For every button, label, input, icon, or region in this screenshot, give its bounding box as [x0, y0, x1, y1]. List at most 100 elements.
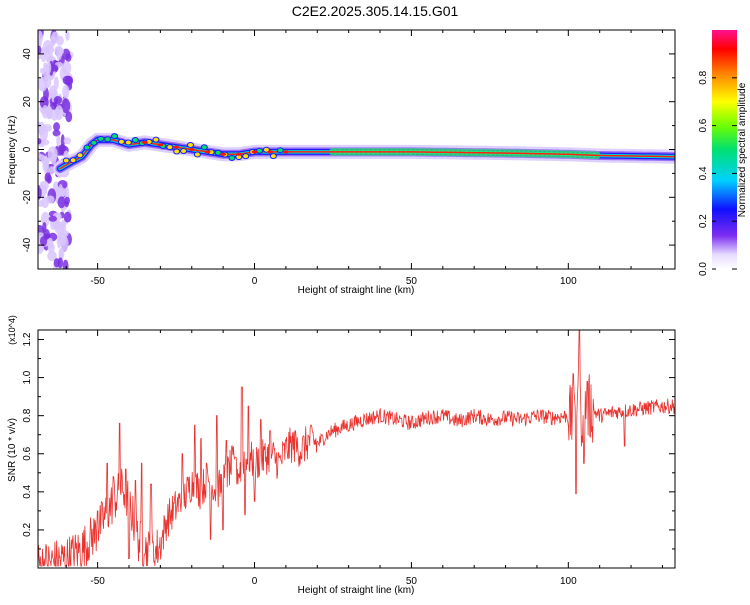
y-tick-label: -20: [22, 190, 33, 205]
spectrogram-panel: -50 0 50 100 -40 -20 0 20 40 Height of straight…: [7, 29, 676, 296]
noise-blob: [44, 155, 49, 171]
noise-blob: [47, 250, 57, 262]
noise-blob: [44, 46, 51, 63]
snr-y-multiplier: (x10^4): [7, 315, 17, 345]
noise-blob: [42, 221, 47, 233]
snr-panel: -50 0 50 100 0.2 0.4 0.6 0.8 1.0 1.2 Height of s…: [7, 315, 676, 596]
ridge-peak: [141, 140, 148, 144]
noise-blob: [48, 215, 58, 222]
x-tick-label: 0: [252, 276, 258, 287]
colorbar-tick-label: 0.4: [698, 166, 709, 180]
x-tick-label: 50: [406, 576, 418, 587]
y-tick-label: 1.0: [22, 370, 33, 384]
snr-x-label: Height of straight line (km): [298, 585, 415, 596]
ridge-blob: [62, 157, 70, 164]
colorbar-tick-label: 0.8: [698, 70, 709, 84]
snr-y-ticks: 0.2 0.4 0.6 0.8 1.0 1.2: [22, 332, 675, 550]
figure-title: C2E2.2025.305.14.15.G01: [292, 3, 459, 19]
ridge-peak: [251, 150, 258, 154]
snr-series-line: [38, 330, 675, 567]
ridge-blob: [124, 139, 132, 146]
noise-blob: [58, 224, 64, 232]
noise-blob: [56, 135, 61, 147]
colorbar-tick-label: 0.6: [698, 118, 709, 132]
x-tick-label: -50: [90, 276, 105, 287]
noise-blob: [53, 122, 61, 132]
y-tick-label: 1.2: [22, 332, 33, 346]
ridge-peak: [173, 145, 180, 149]
noise-blob: [54, 105, 64, 121]
noise-blob: [38, 138, 42, 145]
noise-blob: [38, 77, 48, 92]
ridge-blob: [200, 144, 208, 151]
noise-blob: [63, 211, 72, 223]
noise-blob: [65, 30, 70, 41]
spectrogram-image: [38, 30, 675, 269]
ridge-peak: [267, 150, 274, 154]
y-tick-label: 0.6: [22, 446, 33, 460]
noise-blob: [57, 196, 66, 209]
noise-blob: [63, 137, 72, 145]
noise-blob: [40, 211, 50, 227]
ridge-peak: [157, 143, 164, 147]
noise-blob: [38, 243, 44, 254]
noise-blob: [39, 67, 45, 74]
ridge-blob: [111, 133, 119, 140]
colorbar-label: Normalized spectral amplitude: [737, 82, 748, 217]
noise-blob: [50, 101, 58, 110]
noise-blob: [53, 76, 59, 90]
noise-blob: [47, 146, 58, 162]
noise-blob: [60, 134, 65, 149]
noise-blob: [65, 111, 73, 123]
snr-plot-area: [38, 330, 675, 567]
colorbar: 0.0 0.2 0.4 0.6 0.8 Normalized spectral ampl…: [698, 30, 748, 276]
y-tick-label: 0.8: [22, 408, 33, 422]
spectrogram-y-ticks: -40 -20 0 20 40: [22, 29, 675, 270]
noise-blob: [38, 45, 42, 55]
y-tick-label: 0.2: [22, 523, 33, 537]
noise-blob: [46, 195, 55, 204]
ridge-blob: [76, 152, 84, 159]
noise-blob: [44, 172, 52, 183]
ridge-blob: [104, 136, 112, 143]
noise-blob: [58, 247, 65, 260]
noise-blob: [62, 75, 73, 85]
y-tick-label: -40: [22, 237, 33, 252]
ridge-blob: [228, 154, 236, 161]
noise-blob: [58, 233, 67, 246]
colorbar-ticks: 0.0 0.2 0.4 0.6 0.8: [698, 70, 737, 276]
ridge-blob: [269, 153, 277, 160]
snr-frame: [37, 329, 676, 569]
x-tick-label: 50: [406, 276, 418, 287]
ridge-peak: [235, 152, 242, 156]
noise-blob: [42, 124, 52, 132]
noise-blob: [49, 64, 59, 72]
noise-blob: [64, 196, 71, 205]
noise-blob: [38, 30, 43, 45]
y-tick-label: 0: [22, 146, 33, 152]
noise-blob: [61, 98, 71, 114]
noise-blob: [41, 105, 49, 119]
snr-x-ticks: -50 0 50 100: [65, 330, 663, 587]
colorbar-gradient: [712, 30, 737, 269]
ridge-blob: [256, 147, 264, 154]
ridge-blob: [83, 144, 91, 151]
noise-blob: [56, 48, 62, 61]
noise-blob: [62, 84, 70, 99]
y-tick-label: 0.4: [22, 484, 33, 498]
noise-blob: [65, 53, 72, 62]
ridge-blob: [152, 136, 160, 143]
noise-blob: [43, 62, 48, 69]
noise-blob: [53, 96, 63, 105]
noise-blob: [47, 242, 55, 253]
ridge-blob: [97, 135, 105, 142]
spectrogram-x-ticks: -50 0 50 100: [65, 30, 663, 287]
x-tick-label: 100: [560, 276, 577, 287]
colorbar-tick-label: 0.2: [698, 214, 709, 228]
ridge-peak: [204, 150, 211, 154]
ridge-blob: [90, 139, 98, 146]
spectrogram-x-label: Height of straight line (km): [298, 285, 415, 296]
ridge-peak: [220, 152, 227, 156]
